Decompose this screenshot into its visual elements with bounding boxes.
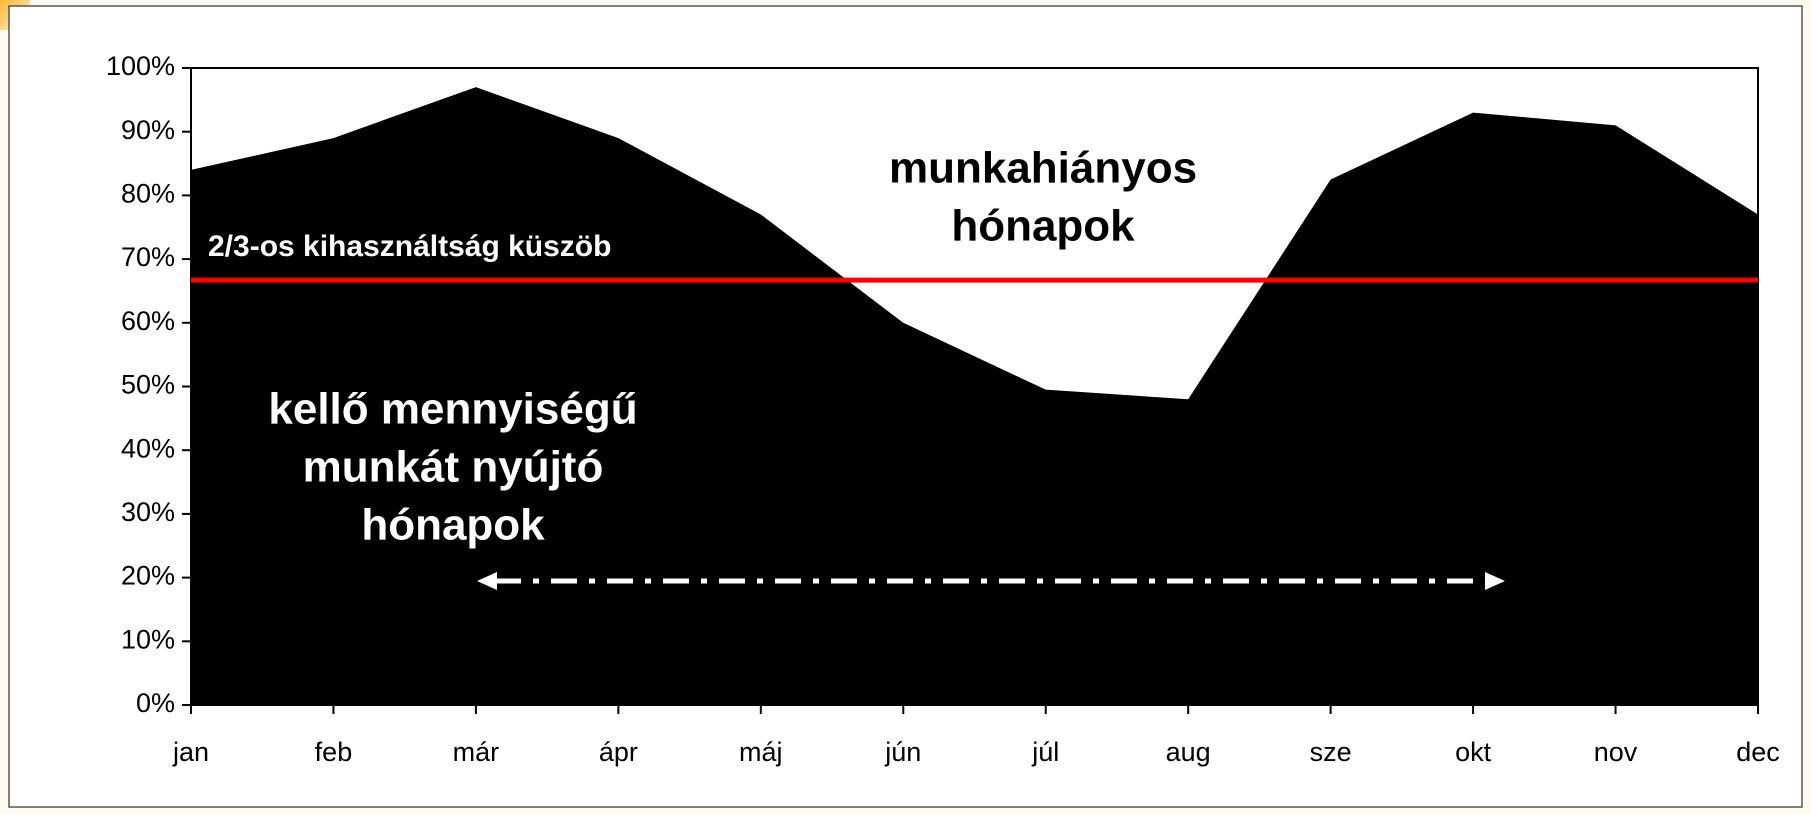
- arrow-head: [1485, 572, 1505, 590]
- y-tick-label: 80%: [121, 179, 175, 209]
- y-tick-label: 0%: [136, 688, 175, 718]
- annotation: munkát nyújtó: [303, 443, 604, 492]
- x-tick-label: ápr: [599, 737, 638, 767]
- x-tick-label: aug: [1166, 737, 1211, 767]
- y-tick-label: 10%: [121, 624, 175, 654]
- annotation: munkahiányos: [889, 144, 1197, 193]
- annotation: hónapok: [951, 202, 1135, 251]
- plot-area: 0% 10% 20% 30% 40% 50% 60% 70% 80% 90% 100% jan feb m…: [106, 51, 1780, 767]
- annotation: hónapok: [361, 501, 545, 550]
- area: [191, 87, 1758, 706]
- x-tick-label: okt: [1455, 737, 1492, 767]
- y-tick-label: 50%: [121, 370, 175, 400]
- x-tick-label: sze: [1310, 737, 1352, 767]
- x-tick-label: jan: [172, 737, 209, 767]
- y-tick-label: 20%: [121, 561, 175, 591]
- y-tick-label: 60%: [121, 306, 175, 336]
- y-tick-label: 30%: [121, 497, 175, 527]
- arrow-head: [477, 572, 497, 590]
- x-tick-label: feb: [315, 737, 353, 767]
- x-tick-label: nov: [1594, 737, 1638, 767]
- x-tick-label: már: [453, 737, 500, 767]
- annotation: kellő mennyiségű: [268, 385, 637, 434]
- y-tick-label: 70%: [121, 242, 175, 272]
- x-tick-label: júl: [1031, 737, 1059, 767]
- y-tick-label: 40%: [121, 433, 175, 463]
- y-tick-label: 90%: [121, 115, 175, 145]
- threshold-label: 2/3-os kihasználtság küszöb: [208, 230, 611, 263]
- x-tick-label: jún: [884, 737, 921, 767]
- y-tick-label: 100%: [106, 51, 175, 81]
- x-tick-label: dec: [1736, 737, 1780, 767]
- x-tick-label: máj: [739, 737, 783, 767]
